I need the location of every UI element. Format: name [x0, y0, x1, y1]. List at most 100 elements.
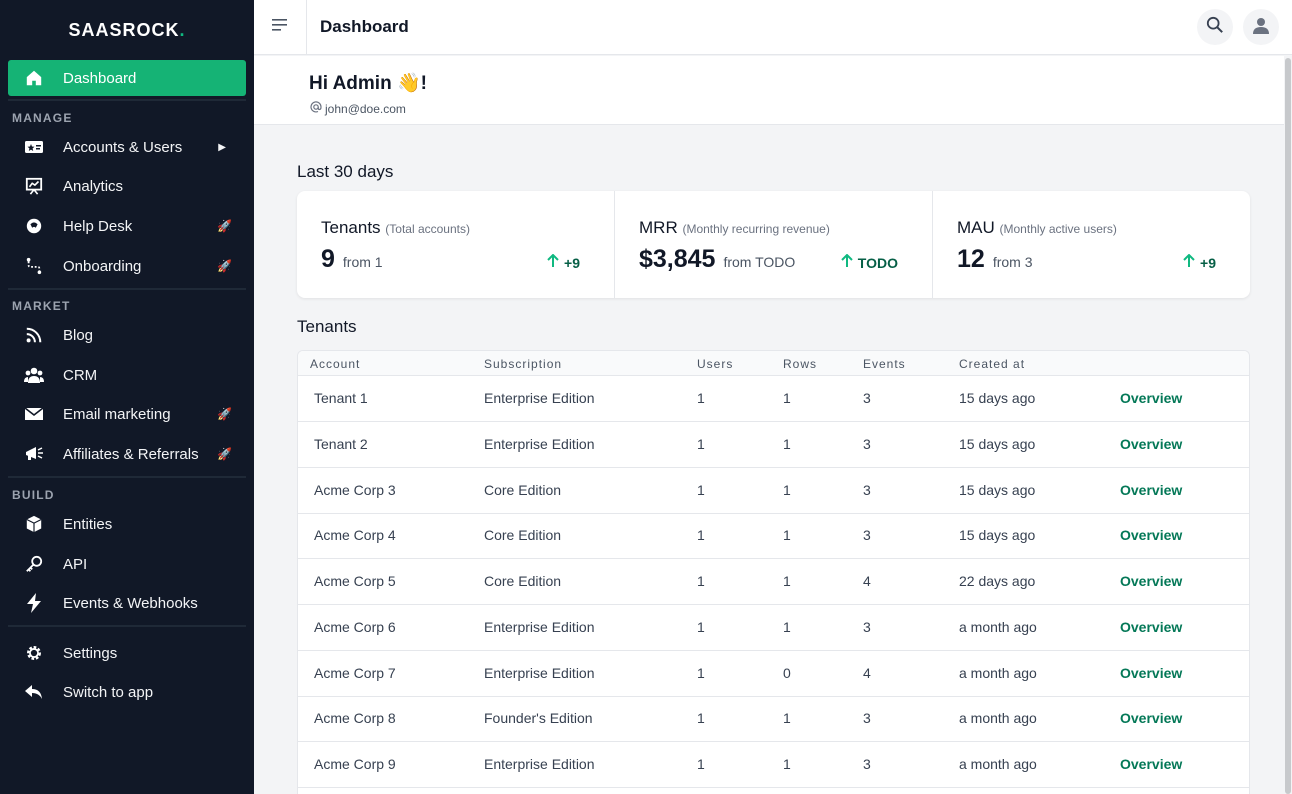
sidebar-item-events-webhooks[interactable]: Events & Webhooks — [8, 585, 246, 621]
overview-link[interactable]: Overview — [1120, 619, 1183, 635]
sidebar-item-dashboard[interactable]: Dashboard — [8, 60, 246, 96]
overview-link[interactable]: Overview — [1120, 482, 1183, 498]
overview-link[interactable]: Overview — [1120, 436, 1183, 452]
sidebar-item-entities[interactable]: Entities — [8, 506, 246, 542]
column-header-account: Account — [310, 357, 361, 371]
sidebar-item-affiliates-referrals[interactable]: Affiliates & Referrals 🚀 — [8, 436, 246, 472]
sidebar-item-api[interactable]: API — [8, 546, 246, 582]
stat-name: MAU (Monthly active users) — [957, 218, 1117, 238]
stat-mau: MAU (Monthly active users) 12 from 3 +9 — [933, 191, 1250, 298]
overview-link[interactable]: Overview — [1120, 390, 1183, 406]
overview-link[interactable]: Overview — [1120, 756, 1183, 772]
stat-tenants: Tenants (Total accounts) 9 from 1 +9 — [297, 191, 615, 298]
overview-link[interactable]: Overview — [1120, 527, 1183, 543]
logo-text: SAASROCK — [68, 19, 180, 40]
search-icon — [1206, 16, 1224, 39]
cell-events: 3 — [863, 527, 871, 543]
cell-created-at: 22 days ago — [959, 573, 1036, 589]
sidebar-item-label: Email marketing — [63, 405, 171, 423]
cell-rows: 1 — [783, 573, 791, 589]
app-logo[interactable]: SAASROCK. — [0, 0, 254, 60]
at-icon — [310, 101, 322, 116]
id-card-icon — [24, 137, 44, 157]
table-row: Tenant 2 Enterprise Edition 1 1 3 15 day… — [298, 422, 1249, 468]
overview-link[interactable]: Overview — [1120, 573, 1183, 589]
cube-icon — [24, 514, 44, 534]
overview-link[interactable]: Overview — [1120, 710, 1183, 726]
search-button[interactable] — [1197, 9, 1233, 45]
sidebar-item-crm[interactable]: CRM — [8, 357, 246, 393]
reply-arrow-icon — [24, 682, 44, 702]
stats-card: Tenants (Total accounts) 9 from 1 +9 MRR … — [297, 191, 1250, 298]
stat-value-row: 9 from 1 — [321, 245, 383, 274]
cell-account: Acme Corp 9 — [314, 756, 396, 772]
stat-value-row: $3,845 from TODO — [639, 245, 795, 274]
cell-rows: 1 — [783, 482, 791, 498]
cell-account: Acme Corp 8 — [314, 710, 396, 726]
menu-toggle-button[interactable] — [254, 0, 307, 55]
tenants-heading: Tenants — [297, 317, 357, 336]
cell-users: 1 — [697, 482, 705, 498]
table-row: Acme Corp 7 Enterprise Edition 1 0 4 a m… — [298, 651, 1249, 697]
sidebar-item-label: Dashboard — [63, 69, 137, 87]
cell-users: 1 — [697, 390, 705, 406]
cell-events: 3 — [863, 390, 871, 406]
sidebar-item-switch-to-app[interactable]: Switch to app — [8, 674, 246, 710]
sidebar-item-accounts-users[interactable]: Accounts & Users ▶ — [8, 129, 246, 165]
section-build: BUILD — [12, 488, 55, 502]
table-header: Account Subscription Users Rows Events C… — [298, 351, 1249, 376]
user-menu-button[interactable] — [1243, 9, 1279, 45]
cell-events: 4 — [863, 573, 871, 589]
cell-rows: 1 — [783, 756, 791, 772]
rocket-icon: 🚀 — [217, 219, 232, 233]
cell-created-at: a month ago — [959, 665, 1037, 681]
sidebar-item-analytics[interactable]: Analytics — [8, 168, 246, 204]
cell-account: Acme Corp 5 — [314, 573, 396, 589]
stat-name: MRR (Monthly recurring revenue) — [639, 218, 830, 238]
page-scrollbar[interactable] — [1284, 56, 1292, 794]
route-icon — [24, 256, 44, 276]
table-row: Acme Corp 4 Core Edition 1 1 3 15 days a… — [298, 513, 1249, 559]
stat-delta: +9 — [1183, 253, 1216, 271]
cell-events: 4 — [863, 665, 871, 681]
cell-subscription: Enterprise Edition — [484, 756, 595, 772]
column-header-users: Users — [697, 357, 734, 371]
stat-sublabel: (Monthly recurring revenue) — [682, 222, 830, 236]
cell-account: Acme Corp 6 — [314, 619, 396, 635]
stat-sublabel: (Total accounts) — [385, 222, 470, 236]
logo-dot: . — [179, 19, 186, 40]
sidebar-item-help-desk[interactable]: Help Desk 🚀 — [8, 208, 246, 244]
sidebar-item-label: Accounts & Users — [63, 138, 183, 156]
sidebar-item-settings[interactable]: Settings — [8, 635, 246, 671]
cell-events: 3 — [863, 482, 871, 498]
scrollbar-thumb[interactable] — [1285, 58, 1291, 794]
cell-subscription: Core Edition — [484, 527, 562, 543]
cell-rows: 1 — [783, 619, 791, 635]
table-row: Tenant 1 Enterprise Edition 1 1 3 15 day… — [298, 376, 1249, 422]
tenants-table: Account Subscription Users Rows Events C… — [297, 350, 1250, 794]
cell-created-at: 15 days ago — [959, 436, 1036, 452]
cell-subscription: Enterprise Edition — [484, 390, 595, 406]
sidebar: SAASROCK. Dashboard MANAGE Accounts & Us… — [0, 0, 254, 794]
help-desk-icon — [24, 216, 44, 236]
stat-from: from TODO — [723, 254, 796, 270]
email-text: john@doe.com — [325, 101, 406, 116]
expand-arrow-icon[interactable]: ▶ — [218, 141, 226, 153]
stat-delta-value: +9 — [564, 254, 580, 271]
overview-link[interactable]: Overview — [1120, 665, 1183, 681]
cell-created-at: a month ago — [959, 710, 1037, 726]
megaphone-icon — [24, 444, 44, 464]
column-header-subscription: Subscription — [484, 357, 563, 371]
cell-rows: 1 — [783, 390, 791, 406]
sidebar-item-email-marketing[interactable]: Email marketing 🚀 — [8, 396, 246, 432]
sidebar-item-blog[interactable]: Blog — [8, 317, 246, 353]
menu-lines-icon — [271, 18, 289, 37]
stat-delta-value: +9 — [1200, 254, 1216, 271]
users-group-icon — [24, 365, 44, 385]
cell-created-at: a month ago — [959, 619, 1037, 635]
cell-rows: 0 — [783, 665, 791, 681]
cell-subscription: Enterprise Edition — [484, 436, 595, 452]
cell-account: Tenant 2 — [314, 436, 368, 452]
cell-users: 1 — [697, 573, 705, 589]
sidebar-item-onboarding[interactable]: Onboarding 🚀 — [8, 248, 246, 284]
